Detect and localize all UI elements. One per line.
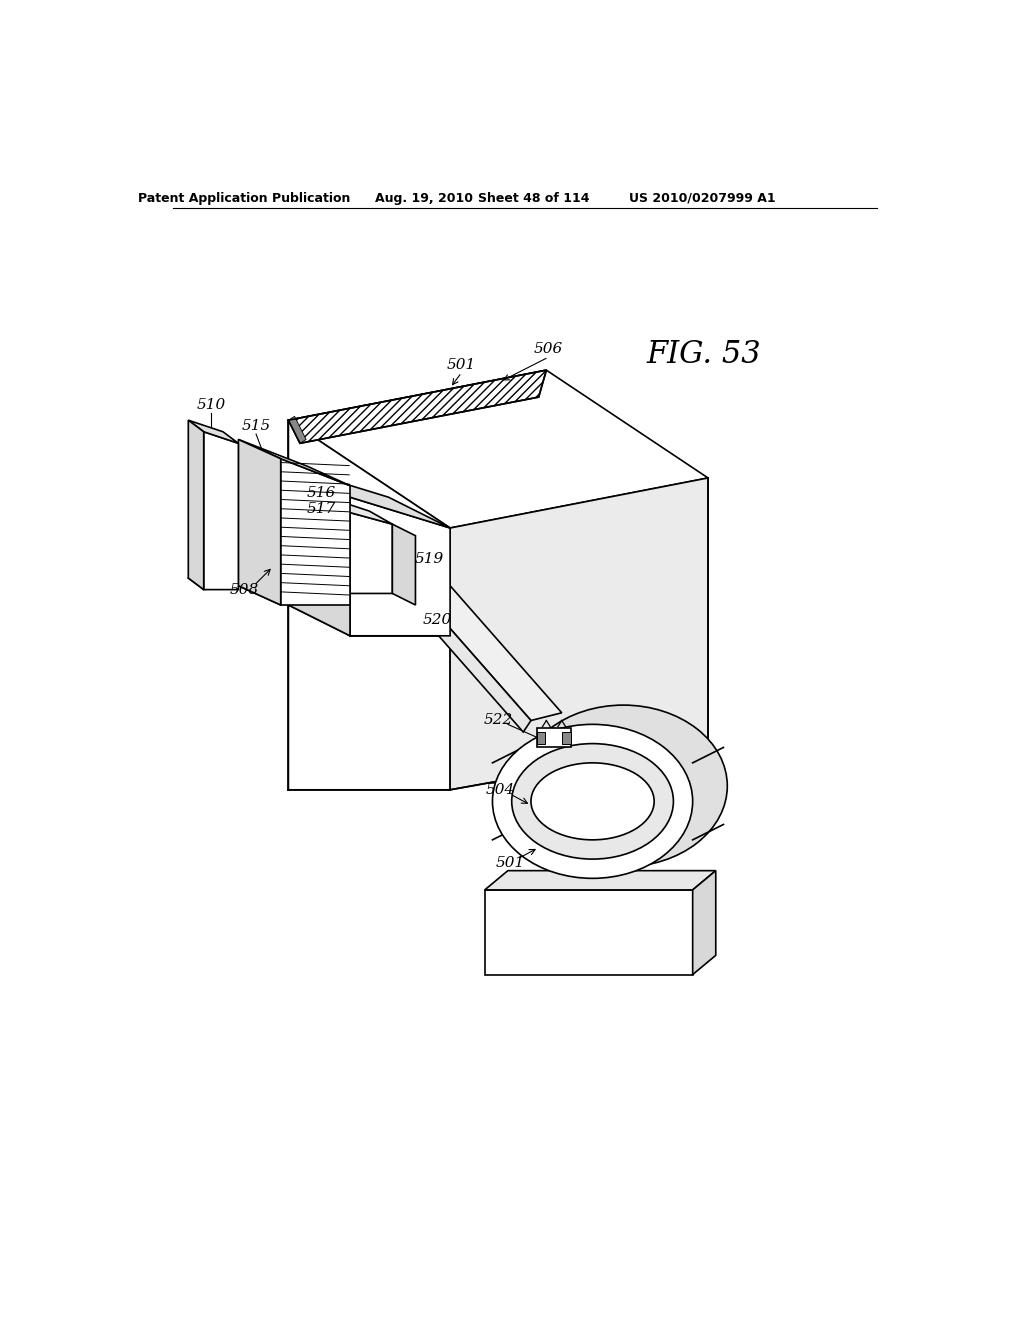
Polygon shape [451, 478, 708, 789]
Text: 510: 510 [197, 397, 226, 412]
Polygon shape [412, 594, 531, 733]
Text: Patent Application Publication: Patent Application Publication [138, 191, 350, 205]
Text: 516: 516 [307, 486, 336, 500]
Text: FIG. 53: FIG. 53 [647, 339, 762, 370]
Text: 517: 517 [307, 502, 336, 516]
Polygon shape [289, 370, 547, 444]
Ellipse shape [512, 743, 674, 859]
Polygon shape [538, 733, 545, 743]
Text: 508: 508 [230, 582, 259, 597]
Text: 501: 501 [496, 855, 524, 870]
Polygon shape [289, 416, 306, 444]
Polygon shape [188, 420, 204, 590]
Text: 519: 519 [415, 552, 444, 566]
Polygon shape [484, 871, 716, 890]
Ellipse shape [531, 763, 654, 840]
Text: US 2010/0207999 A1: US 2010/0207999 A1 [629, 191, 775, 205]
Text: 506: 506 [535, 342, 563, 356]
Polygon shape [239, 440, 350, 486]
Polygon shape [289, 370, 708, 528]
Polygon shape [538, 729, 571, 747]
Ellipse shape [519, 705, 727, 867]
Polygon shape [392, 524, 416, 605]
Text: Sheet 48 of 114: Sheet 48 of 114 [477, 191, 589, 205]
Polygon shape [419, 586, 562, 721]
Polygon shape [484, 890, 692, 974]
Polygon shape [350, 512, 392, 594]
Text: 522: 522 [484, 714, 513, 727]
Text: 515: 515 [242, 420, 270, 433]
Polygon shape [350, 498, 451, 636]
Polygon shape [289, 420, 451, 789]
Text: 501: 501 [447, 358, 476, 372]
Text: 520: 520 [422, 614, 452, 627]
Polygon shape [188, 420, 239, 444]
Polygon shape [692, 871, 716, 974]
Polygon shape [204, 432, 239, 590]
Polygon shape [327, 498, 392, 524]
Polygon shape [562, 733, 571, 743]
Polygon shape [239, 440, 281, 605]
Text: Aug. 19, 2010: Aug. 19, 2010 [375, 191, 473, 205]
Text: 504: 504 [485, 783, 515, 797]
Polygon shape [289, 466, 451, 528]
Polygon shape [281, 459, 350, 605]
Polygon shape [289, 466, 350, 636]
Ellipse shape [493, 725, 692, 878]
